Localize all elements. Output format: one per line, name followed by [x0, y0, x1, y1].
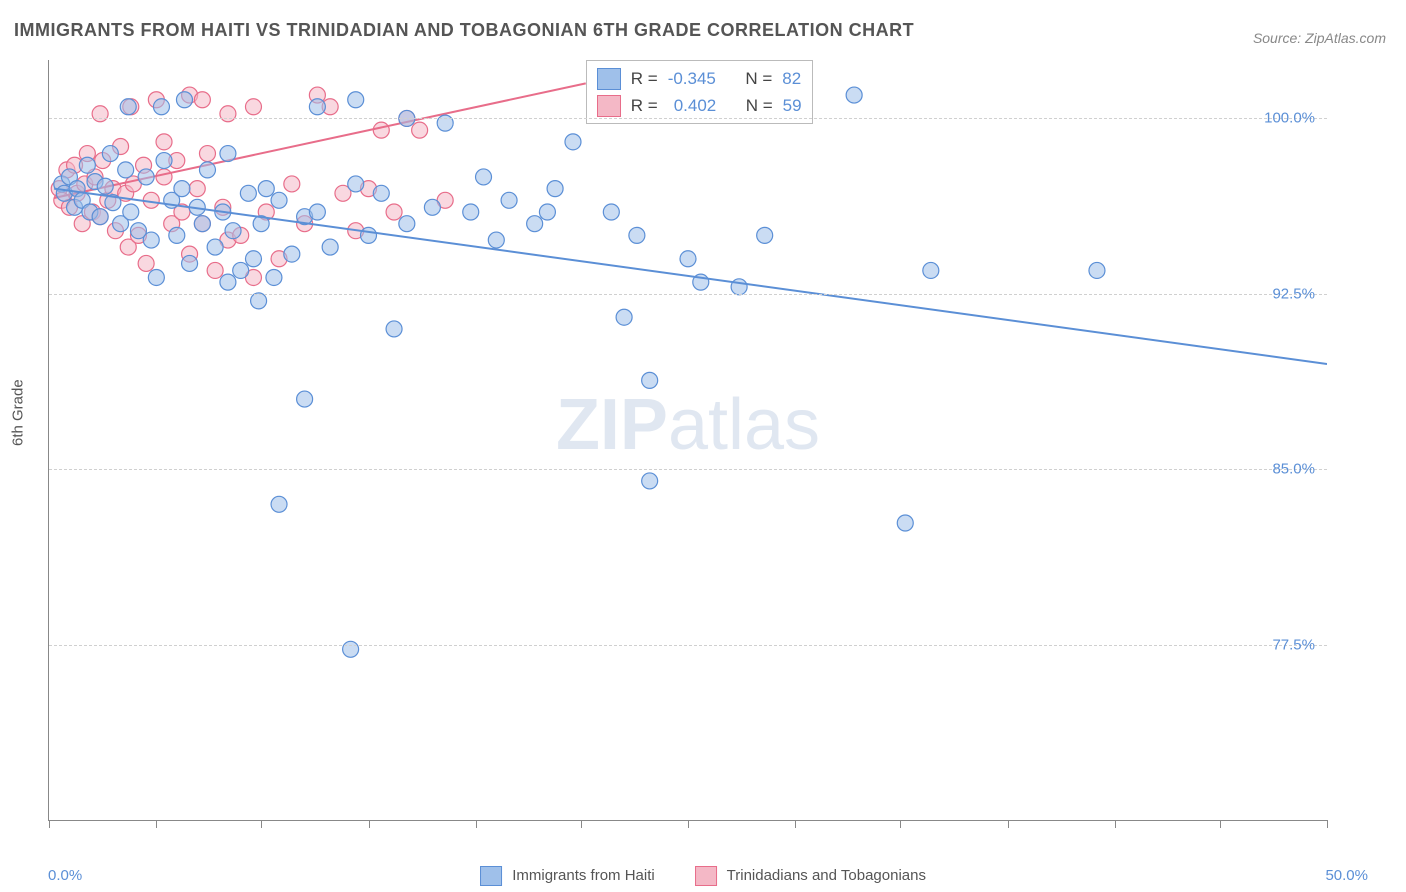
- legend-item-blue: Immigrants from Haiti: [480, 866, 655, 886]
- x-axis-max-label: 50.0%: [1325, 867, 1368, 884]
- gridline: [49, 645, 1327, 646]
- swatch-pink-icon: [695, 866, 717, 886]
- ytick-label: 92.5%: [1272, 285, 1315, 302]
- xtick: [369, 820, 370, 828]
- ytick-label: 100.0%: [1264, 110, 1315, 127]
- xtick: [1008, 820, 1009, 828]
- y-axis-label: 6th Grade: [10, 379, 27, 446]
- gridline: [49, 118, 1327, 119]
- ytick-label: 85.0%: [1272, 461, 1315, 478]
- ytick-label: 77.5%: [1272, 636, 1315, 653]
- gridline: [49, 469, 1327, 470]
- stats-legend: R = -0.345 N = 82 R = 0.402 N = 59: [586, 60, 813, 124]
- xtick: [1115, 820, 1116, 828]
- chart-title: IMMIGRANTS FROM HAITI VS TRINIDADIAN AND…: [14, 20, 914, 41]
- xtick: [1220, 820, 1221, 828]
- xtick: [156, 820, 157, 828]
- swatch-blue-icon: [480, 866, 502, 886]
- stats-row-blue: R = -0.345 N = 82: [597, 65, 802, 92]
- source-label: Source: ZipAtlas.com: [1253, 30, 1386, 46]
- x-axis-min-label: 0.0%: [48, 867, 82, 884]
- xtick: [581, 820, 582, 828]
- xtick: [1327, 820, 1328, 828]
- scatter-svg: [49, 60, 1327, 820]
- xtick: [900, 820, 901, 828]
- legend-item-pink: Trinidadians and Tobagonians: [695, 866, 926, 886]
- gridline: [49, 294, 1327, 295]
- xtick: [476, 820, 477, 828]
- chart-container: IMMIGRANTS FROM HAITI VS TRINIDADIAN AND…: [0, 0, 1406, 892]
- xtick: [261, 820, 262, 828]
- bottom-legend: Immigrants from Haiti Trinidadians and T…: [480, 866, 926, 886]
- swatch-pink: [597, 95, 621, 117]
- swatch-blue: [597, 68, 621, 90]
- plot-area: ZIPatlas R = -0.345 N = 82 R = 0.402 N =…: [48, 60, 1327, 821]
- stats-row-pink: R = 0.402 N = 59: [597, 92, 802, 119]
- xtick: [688, 820, 689, 828]
- xtick: [795, 820, 796, 828]
- xtick: [49, 820, 50, 828]
